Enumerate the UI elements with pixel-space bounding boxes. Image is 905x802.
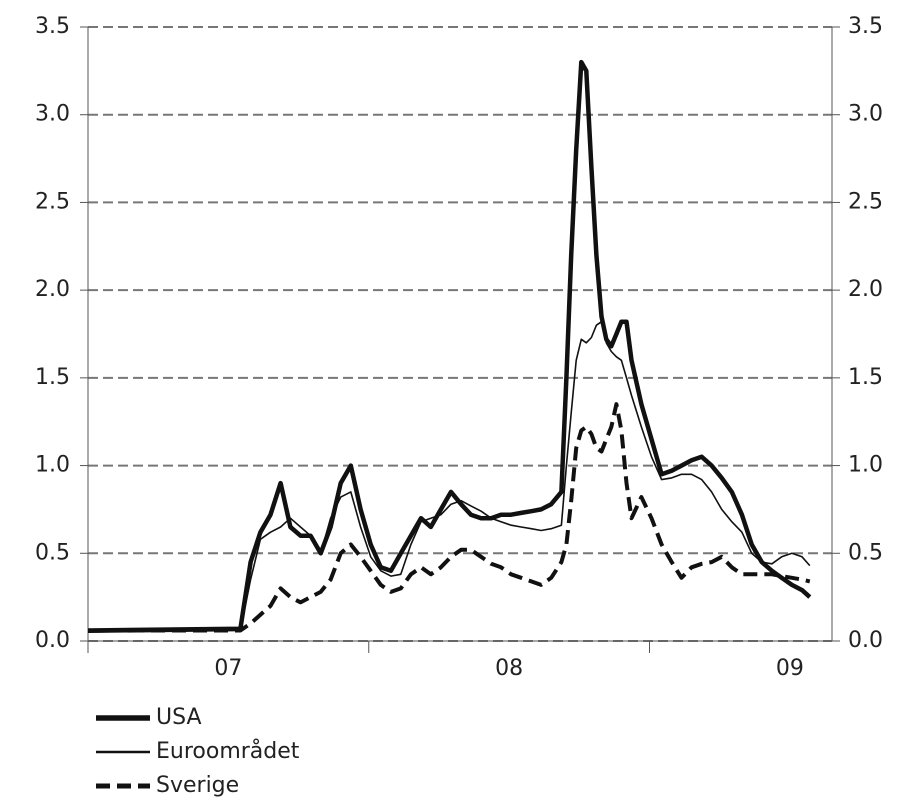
series-line <box>87 59 812 633</box>
x-tick-label: 09 <box>776 656 804 681</box>
y-tick-label: 0.0 <box>35 628 70 653</box>
y-tick-label: 1.0 <box>35 453 70 478</box>
series-line <box>88 402 811 633</box>
y-tick-label: 2.5 <box>35 189 70 214</box>
y2-tick-label: 1.0 <box>848 453 883 478</box>
y-tick-label: 3.5 <box>35 14 70 39</box>
y-tick-label: 3.0 <box>35 102 70 127</box>
x-tick-label: 07 <box>214 656 242 681</box>
y-tick-label: 2.0 <box>35 277 70 302</box>
y2-tick-label: 3.5 <box>848 14 883 39</box>
y2-tick-label: 0.0 <box>848 628 883 653</box>
y-tick-label: 0.5 <box>35 540 70 565</box>
legend-label: USA <box>156 705 202 730</box>
y2-tick-label: 2.5 <box>848 189 883 214</box>
series-line <box>87 320 811 633</box>
y2-tick-label: 1.5 <box>848 365 883 390</box>
y-tick-label: 1.5 <box>35 365 70 390</box>
y2-tick-label: 0.5 <box>848 540 883 565</box>
y2-tick-label: 3.0 <box>848 102 883 127</box>
y2-tick-label: 2.0 <box>848 277 883 302</box>
x-tick-label: 08 <box>495 656 523 681</box>
legend-label: Euroområdet <box>156 738 300 764</box>
legend-label: Sverige <box>156 773 239 798</box>
